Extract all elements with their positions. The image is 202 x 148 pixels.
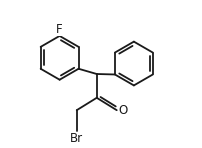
Text: F: F xyxy=(56,23,63,36)
Text: Br: Br xyxy=(70,132,83,145)
Text: O: O xyxy=(118,104,127,117)
